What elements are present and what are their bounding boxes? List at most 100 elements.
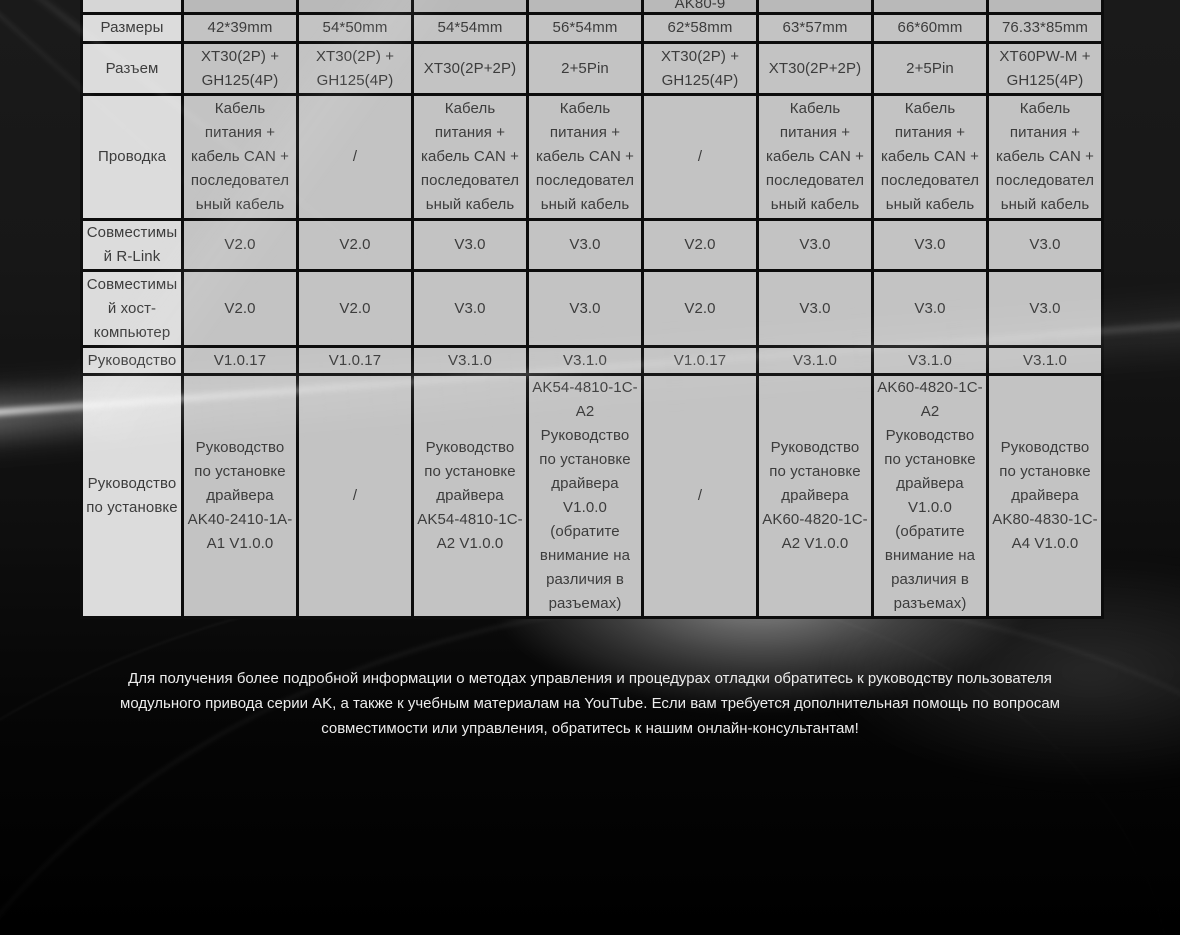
table-row: Разъем XT30(2P) + GH125(4P) XT30(2P) + GH1… <box>80 41 1104 96</box>
footer-note: Для получения более подробной информации… <box>120 670 1060 737</box>
spec-value-cell: XT60PW-M + GH125(4P) <box>986 41 1104 96</box>
cell-text: 76.33*85mm <box>1001 19 1089 36</box>
cell-text: Совместимый R-Link <box>86 224 178 265</box>
cell-text: 54*54mm <box>437 19 503 36</box>
spec-value-cell: V2.0 <box>641 269 759 348</box>
row-label-cell <box>80 0 184 15</box>
cell-text: Совместимый хост-компьютер <box>86 275 178 341</box>
spec-value-cell: Кабель питания + кабель CAN + последоват… <box>986 93 1104 221</box>
row-label-cell: Совместимый хост-компьютер <box>80 269 184 348</box>
spec-value-cell <box>296 0 414 15</box>
cell-text: Руководство по установке драйвера AK80-4… <box>992 439 1098 552</box>
cell-text: 2+5Pin <box>906 59 954 77</box>
spec-value-cell: / <box>641 373 759 619</box>
spec-value-cell: AK60-4820-1C-A2 Руководство по установке… <box>871 373 989 619</box>
table-row: Проводка Кабель питания + кабель CAN + по… <box>80 93 1104 221</box>
cell-text: Руководство <box>87 351 177 369</box>
table-row: Совместимый R-Link V2.0 V2.0 V3.0 V3.0 V2.0 V3… <box>80 218 1104 272</box>
cell-text: / <box>352 487 358 504</box>
cell-text: V2.0 <box>684 236 716 253</box>
cell-text: V3.1.0 <box>1023 351 1067 369</box>
spec-value-cell <box>986 0 1104 15</box>
cell-text: V3.0 <box>454 299 486 317</box>
cell-text: V2.0 <box>224 299 256 317</box>
cell-text: 66*60mm <box>897 19 963 36</box>
cell-text: AK54-4810-1C-A2 Руководство по установке… <box>532 379 638 612</box>
cell-text: V1.0.17 <box>213 351 267 369</box>
cell-text: AK60-4820-1C-A2 Руководство по установке… <box>877 379 983 612</box>
cell-text <box>187 0 293 12</box>
cell-text <box>417 0 523 12</box>
row-label-cell: Проводка <box>80 93 184 221</box>
cell-text: Руководство по установке драйвера AK60-4… <box>762 439 868 552</box>
spec-table-body: AK80-9 Размеры 42*39mm 54*50mm 54*54mm 56*54m… <box>80 0 1104 619</box>
spec-value-cell: 54*54mm <box>411 12 529 44</box>
spec-table: AK80-9 Размеры 42*39mm 54*50mm 54*54mm 56*54m… <box>80 0 1104 619</box>
spec-value-cell: V3.0 <box>871 218 989 272</box>
cell-text: / <box>697 148 703 165</box>
spec-value-cell: V2.0 <box>181 269 299 348</box>
cell-text: V1.0.17 <box>673 351 727 369</box>
spec-value-cell: 63*57mm <box>756 12 874 44</box>
spec-value-cell: Руководство по установке драйвера AK40-2… <box>181 373 299 619</box>
cell-text: V3.0 <box>454 236 486 253</box>
spec-value-cell: V3.0 <box>526 269 644 348</box>
spec-value-cell: V3.0 <box>871 269 989 348</box>
spec-value-cell: V3.0 <box>411 269 529 348</box>
spec-value-cell: Руководство по установке драйвера AK54-4… <box>411 373 529 619</box>
cell-text: Размеры <box>100 19 164 36</box>
row-label-cell: Руководство <box>80 345 184 376</box>
spec-value-cell <box>181 0 299 15</box>
spec-value-cell: 56*54mm <box>526 12 644 44</box>
spec-value-cell: V1.0.17 <box>181 345 299 376</box>
cell-text: V3.1.0 <box>793 351 837 369</box>
spec-value-cell: V3.1.0 <box>756 345 874 376</box>
spec-value-cell: V3.1.0 <box>526 345 644 376</box>
row-label-cell: Разъем <box>80 41 184 96</box>
spec-value-cell: Кабель питания + кабель CAN + последоват… <box>526 93 644 221</box>
cell-text <box>302 0 408 12</box>
spec-value-cell: Руководство по установке драйвера AK80-4… <box>986 373 1104 619</box>
spec-value-cell: XT30(2P) + GH125(4P) <box>181 41 299 96</box>
cell-text: AK80-9 <box>674 0 726 12</box>
spec-value-cell: V3.1.0 <box>871 345 989 376</box>
cell-text: V2.0 <box>224 236 256 253</box>
cell-text: Проводка <box>97 148 167 165</box>
table-row: Размеры 42*39mm 54*50mm 54*54mm 56*54mm 62*58… <box>80 12 1104 44</box>
cell-text: V3.1.0 <box>908 351 952 369</box>
cell-text: Кабель питания + кабель CAN + последоват… <box>190 100 290 213</box>
cell-text: Руководство по установке драйвера AK40-2… <box>187 439 293 552</box>
cell-text <box>532 0 638 12</box>
spec-value-cell: AK80-9 <box>641 0 759 15</box>
cell-text: V2.0 <box>339 236 371 253</box>
cell-text: V3.0 <box>914 299 946 317</box>
cell-text: 2+5Pin <box>561 59 609 77</box>
spec-value-cell: V2.0 <box>641 218 759 272</box>
spec-value-cell <box>756 0 874 15</box>
spec-value-cell: XT30(2P+2P) <box>756 41 874 96</box>
cell-text: V1.0.17 <box>328 351 382 369</box>
cell-text <box>877 0 983 12</box>
spec-value-cell: XT30(2P) + GH125(4P) <box>641 41 759 96</box>
table-row: AK80-9 <box>80 0 1104 15</box>
cell-text: / <box>352 148 358 165</box>
spec-value-cell: / <box>296 373 414 619</box>
cell-text <box>992 0 1098 12</box>
table-row: Руководство по установке Руководство по у… <box>80 373 1104 619</box>
spec-value-cell: V3.1.0 <box>986 345 1104 376</box>
cell-text: XT30(2P) + GH125(4P) <box>200 47 280 89</box>
spec-value-cell: Кабель питания + кабель CAN + последоват… <box>871 93 989 221</box>
spec-value-cell: V3.1.0 <box>411 345 529 376</box>
cell-text: 62*58mm <box>667 19 733 36</box>
spec-value-cell: V3.0 <box>756 269 874 348</box>
spec-value-cell: XT30(2P) + GH125(4P) <box>296 41 414 96</box>
spec-value-cell: AK54-4810-1C-A2 Руководство по установке… <box>526 373 644 619</box>
cell-text: Кабель питания + кабель CAN + последоват… <box>765 100 865 213</box>
spec-value-cell: XT30(2P+2P) <box>411 41 529 96</box>
spec-value-cell: V3.0 <box>411 218 529 272</box>
spec-value-cell: / <box>641 93 759 221</box>
cell-text <box>762 0 868 12</box>
cell-text: 63*57mm <box>782 19 848 36</box>
row-label-cell: Совместимый R-Link <box>80 218 184 272</box>
